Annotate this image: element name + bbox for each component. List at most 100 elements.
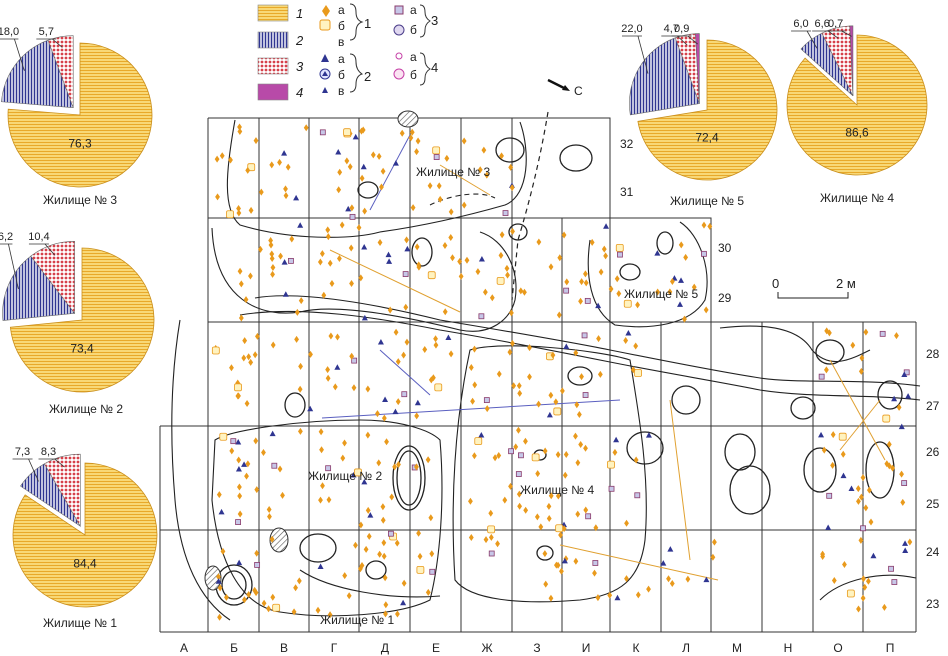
find-diamond — [607, 591, 613, 599]
find-diamond — [516, 382, 522, 390]
find-diamond — [283, 192, 289, 200]
find-diamond — [229, 364, 234, 372]
pit — [284, 392, 306, 418]
find-diamond — [505, 271, 510, 279]
leader-line — [28, 458, 39, 482]
find-triangle — [317, 563, 324, 570]
find-square — [582, 392, 589, 398]
find-diamond — [244, 399, 250, 407]
find-diamond — [422, 346, 428, 354]
find-diamond — [248, 358, 254, 366]
find-triangle — [445, 334, 452, 340]
find-diamond — [278, 252, 283, 260]
find-diamond — [527, 373, 532, 381]
find-diamond — [253, 137, 259, 145]
find-ring — [846, 589, 855, 598]
find-triangle — [235, 439, 242, 445]
find-diamond — [383, 601, 389, 609]
find-diamond — [296, 577, 302, 585]
find-diamond — [468, 364, 474, 372]
leader-line — [637, 35, 649, 74]
find-triangle — [281, 150, 288, 156]
find-square — [879, 330, 886, 337]
find-diamond — [820, 552, 826, 560]
find-ring — [838, 432, 847, 441]
find-diamond — [510, 339, 515, 347]
find-triangle — [361, 314, 368, 321]
grid-lines — [258, 218, 611, 322]
find-diamond — [381, 539, 387, 547]
find-diamond — [429, 550, 435, 558]
find-diamond — [381, 414, 387, 422]
pie-title: Жилище № 4 — [820, 191, 894, 205]
find-diamond — [646, 585, 651, 593]
col-label: Б — [230, 641, 238, 655]
grid-lines — [258, 118, 513, 218]
find-diamond — [353, 541, 358, 549]
pit — [357, 181, 379, 199]
find-diamond — [546, 514, 552, 522]
find-triangle — [236, 559, 243, 566]
find-diamond — [557, 254, 563, 262]
dashed-boundary — [511, 111, 549, 301]
pie-value-label: 0,9 — [674, 23, 689, 35]
find-diamond — [842, 561, 847, 569]
hearth — [269, 527, 289, 553]
find-triangle — [563, 343, 570, 349]
find-triangle — [478, 431, 485, 438]
find-diamond — [475, 268, 481, 276]
hearth — [204, 565, 222, 591]
find-diamond — [325, 226, 331, 234]
find-diamond — [349, 204, 355, 212]
find-triangle — [703, 576, 710, 583]
find-diamond — [303, 124, 309, 132]
find-diamond — [546, 502, 552, 510]
find-diamond — [217, 613, 222, 621]
find-triangle — [282, 291, 289, 297]
find-diamond — [593, 524, 599, 532]
find-diamond — [365, 385, 371, 393]
find-diamond — [633, 342, 639, 350]
pie-title: Жилище № 5 — [670, 194, 744, 208]
grid-block-top — [207, 117, 611, 218]
find-triangle — [293, 194, 300, 201]
refit-line-orange — [559, 544, 719, 581]
find-diamond — [428, 376, 434, 384]
find-diamond — [821, 446, 827, 454]
find-diamond — [268, 241, 274, 249]
leader-line — [44, 243, 56, 256]
dwelling-labels: Жилище № 3 Жилище № 5 Жилище № 2 Жилище … — [308, 165, 698, 627]
find-diamond — [583, 506, 589, 514]
find-diamond — [558, 531, 563, 539]
pie-slice — [629, 37, 700, 116]
legend-sub-a: а — [338, 52, 345, 66]
find-diamond — [595, 594, 601, 602]
legend-label-1: 1 — [296, 6, 303, 21]
find-diamond — [448, 208, 454, 216]
row-label: 26 — [926, 445, 940, 459]
find-diamond — [509, 184, 515, 192]
pie-slice — [12, 462, 158, 608]
find-diamond — [894, 332, 899, 340]
find-square — [585, 513, 592, 520]
find-ring — [615, 243, 624, 252]
find-diamond — [488, 533, 494, 541]
trench-edge — [254, 295, 921, 387]
find-diamond — [518, 287, 524, 295]
find-diamond — [863, 328, 869, 336]
pie-chart-4: 72,4 22,0 4,70,9 Жилище № 5 — [621, 23, 778, 208]
find-square — [818, 373, 825, 380]
find-diamond — [502, 496, 508, 504]
find-diamond — [382, 574, 388, 582]
find-diamond — [298, 362, 303, 370]
pit-inner — [396, 450, 422, 506]
find-triangle — [898, 423, 905, 430]
find-diamond — [448, 350, 454, 358]
find-diamond — [579, 373, 584, 381]
find-diamond — [269, 250, 275, 258]
find-diamond — [484, 171, 490, 179]
find-ring — [553, 407, 562, 416]
find-diamond — [337, 168, 343, 176]
find-diamond — [536, 238, 542, 246]
find-diamond — [542, 447, 548, 455]
